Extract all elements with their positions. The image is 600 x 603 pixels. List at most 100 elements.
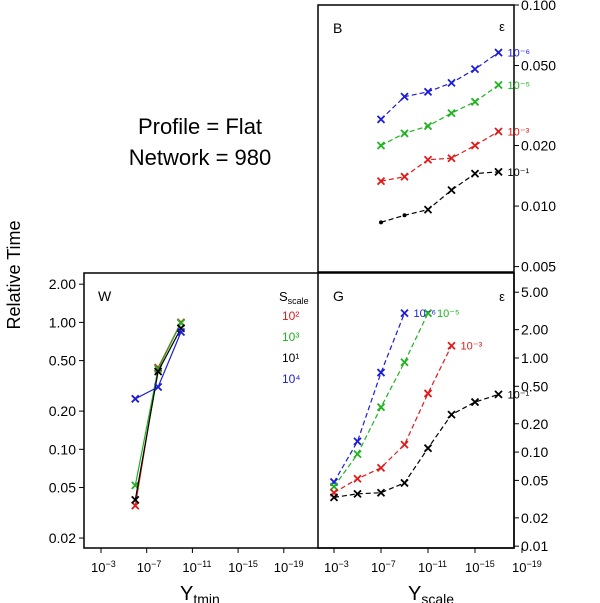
y-tick-label: 0.50 — [49, 353, 76, 369]
marker-stroke — [400, 129, 409, 138]
data-point — [376, 463, 386, 472]
legend-entry-w-3: 10⁴ — [282, 372, 301, 386]
series-line-w-2 — [134, 327, 182, 500]
marker-stroke — [423, 444, 433, 453]
y-tick-label: 2.00 — [49, 276, 76, 292]
data-point — [494, 167, 503, 176]
series-line-b-2 — [380, 130, 499, 182]
marker-stroke — [353, 437, 362, 446]
x-tick-label: 10−11 — [418, 559, 447, 575]
data-point — [376, 368, 386, 377]
marker-stroke — [447, 186, 456, 195]
data-point — [376, 115, 386, 124]
series-label-g-0: 10⁻⁶ — [414, 308, 437, 320]
y-tick-label: 0.10 — [521, 444, 548, 460]
data-point — [153, 382, 163, 392]
marker-stroke — [153, 367, 163, 376]
data-point — [400, 92, 409, 101]
series-label-g-2: 10⁻³ — [461, 341, 483, 353]
data-point — [470, 64, 480, 74]
marker-stroke — [423, 205, 433, 214]
y-tick-label: 5.00 — [521, 284, 548, 300]
panel-b — [376, 48, 503, 225]
marker-stroke — [494, 48, 503, 57]
marker-stroke — [131, 495, 140, 504]
data-point — [376, 488, 386, 497]
y-tick-label: 1.00 — [49, 314, 76, 330]
data-point — [400, 478, 409, 488]
marker-stroke — [447, 341, 456, 350]
marker-stroke — [423, 155, 433, 164]
data-point — [423, 389, 433, 398]
marker-stroke — [494, 127, 503, 136]
data-point — [470, 397, 480, 407]
marker-stroke — [376, 368, 386, 377]
data-point — [423, 308, 433, 318]
y-tick-label: 0.20 — [49, 403, 76, 419]
marker-stroke — [153, 382, 163, 392]
data-point — [423, 155, 433, 164]
marker-stroke — [447, 154, 456, 163]
series-label-b-3: 10⁻¹ — [508, 167, 530, 179]
marker-stroke — [131, 394, 140, 403]
marker-stroke — [400, 358, 409, 367]
legend-entry-w-1: 10³ — [282, 330, 299, 344]
marker-stroke — [447, 78, 456, 87]
marker-stroke — [400, 478, 409, 488]
series-label-b-0: 10⁻⁶ — [508, 48, 531, 60]
y-tick-label: 1.00 — [521, 350, 548, 366]
marker-stroke — [470, 141, 480, 150]
data-point — [402, 213, 407, 218]
legend-entry-w-2: 10¹ — [282, 351, 299, 365]
data-point — [423, 87, 433, 96]
marker-stroke — [376, 463, 386, 472]
series-line-b-1 — [380, 84, 499, 147]
x-tick-label: 10−7 — [137, 559, 162, 575]
data-point — [470, 97, 480, 106]
x-tick-label: 10−19 — [274, 559, 304, 575]
series-label-g-3: 10⁻¹ — [508, 389, 530, 401]
y-tick-label: 0.050 — [521, 58, 556, 74]
series-line-g-2 — [333, 345, 453, 494]
marker-stroke — [494, 390, 503, 399]
data-point — [353, 437, 362, 446]
data-point — [447, 108, 456, 118]
data-point — [494, 48, 503, 57]
marker-stroke — [423, 87, 433, 96]
data-point — [494, 127, 503, 136]
y-tick-label: 0.01 — [521, 538, 548, 554]
data-point — [353, 450, 362, 459]
marker-stroke — [423, 121, 433, 131]
x-tick-label: 10−3 — [324, 559, 349, 575]
data-point — [494, 80, 503, 90]
data-point — [353, 489, 362, 498]
y-tick-label: 0.010 — [521, 198, 556, 214]
marker-stroke — [376, 141, 386, 150]
x-axis-title-w: Ytmin — [180, 583, 220, 603]
series-line-b-3 — [380, 171, 499, 223]
data-point — [376, 403, 386, 412]
x-tick-label: 10−3 — [91, 559, 116, 575]
marker-stroke — [494, 80, 503, 90]
data-point — [400, 172, 409, 181]
marker-stroke — [447, 108, 456, 118]
y-tick-label: 0.005 — [521, 259, 556, 275]
legend-entry-w-0: 10² — [282, 309, 299, 323]
marker-stroke — [470, 97, 480, 106]
x-tick-label: 10−15 — [228, 559, 258, 575]
data-point — [131, 495, 140, 504]
series-label-b-1: 10⁻⁵ — [508, 80, 531, 92]
marker-stroke — [353, 474, 362, 483]
y-tick-label: 2.00 — [521, 322, 548, 338]
y-tick-label: 0.02 — [521, 510, 548, 526]
marker-stroke — [423, 389, 433, 398]
marker-stroke — [376, 488, 386, 497]
panel-w — [131, 318, 186, 510]
data-point — [447, 186, 456, 195]
marker-stroke — [470, 397, 480, 407]
data-point — [353, 474, 362, 483]
marker-stroke — [400, 92, 409, 101]
data-point — [423, 444, 433, 453]
y-tick-label: 0.05 — [521, 472, 548, 488]
marker-stroke — [470, 64, 480, 74]
